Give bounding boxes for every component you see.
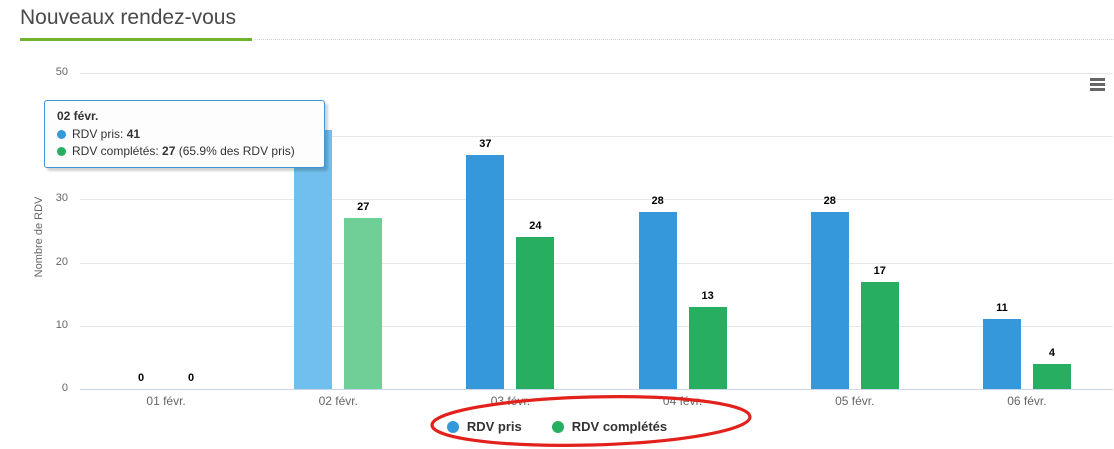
legend-item-rdv-complétés[interactable]: RDV complétés [551, 419, 668, 434]
bar-value-label: 28 [651, 195, 664, 208]
bar-value-label: 0 [188, 372, 195, 384]
bar-value-label: 17 [873, 264, 886, 277]
y-gridline [80, 262, 1113, 264]
bar-rdv-pris-04-févr.[interactable] [638, 212, 677, 389]
y-axis-tick-label: 50 [55, 66, 68, 78]
tooltip-header: 02 févr. [57, 109, 99, 123]
tooltip-row-text: RDV pris: 41 [72, 127, 141, 141]
hamburger-menu-icon [1090, 88, 1105, 91]
hamburger-menu-icon [1090, 78, 1105, 81]
bar-value-label: 0 [138, 372, 145, 384]
chart-legend: RDV pris RDV complétés [0, 419, 1114, 434]
x-axis-tick-label: 02 févr. [318, 394, 358, 408]
x-axis-tick-label: 04 févr. [662, 394, 703, 408]
title-underline [20, 38, 1114, 41]
y-gridline [80, 199, 1113, 201]
legend-label: RDV complétés [571, 419, 668, 434]
chart-tooltip: 02 févr. RDV pris: 41 RDV complétés: 27 (… [44, 100, 325, 168]
legend-marker-icon [551, 420, 564, 433]
tooltip-rows: RDV pris: 41 RDV complétés: 27 (65.9% des… [57, 126, 314, 160]
bar-value-label: 37 [479, 138, 492, 151]
tooltip-series-dot-icon [57, 130, 66, 139]
bar-value-label: 24 [529, 220, 542, 233]
legend-marker-icon [446, 420, 459, 433]
legend-label: RDV pris [466, 419, 522, 434]
y-axis-tick-label: 0 [61, 382, 68, 394]
bar-rdv-complétés-03-févr.[interactable] [516, 237, 555, 389]
x-axis-line [80, 389, 1113, 390]
tooltip-row: RDV complétés: 27 (65.9% des RDV pris) [57, 143, 314, 160]
y-axis-tick-label: 30 [55, 192, 68, 205]
bar-rdv-pris-05-févr.[interactable] [810, 212, 849, 389]
bar-rdv-pris-03-févr.[interactable] [466, 155, 505, 389]
tooltip-row: RDV pris: 41 [57, 126, 314, 143]
x-axis-tick-label: 01 févr. [146, 394, 186, 408]
bar-value-label: 27 [357, 201, 370, 214]
bar-value-label: 28 [823, 195, 836, 208]
bar-value-label: 4 [1048, 346, 1055, 359]
bar-rdv-complétés-02-févr.[interactable] [344, 218, 383, 389]
page-title: Nouveaux rendez-vous [20, 6, 236, 29]
bar-rdv-pris-06-févr.[interactable] [982, 319, 1021, 389]
title-underline-green [20, 38, 252, 41]
bar-rdv-complétés-04-févr.[interactable] [688, 306, 727, 389]
y-axis-tick-label: 10 [55, 318, 68, 331]
title-underline-dotted [255, 39, 1114, 40]
bar-rdv-complétés-05-févr.[interactable] [860, 281, 899, 389]
legend-item-rdv-pris[interactable]: RDV pris [446, 419, 522, 434]
tooltip-row-text: RDV complétés: 27 (65.9% des RDV pris) [72, 144, 295, 158]
bar-rdv-pris-02-févr.[interactable] [294, 129, 333, 389]
tooltip-series-dot-icon [57, 147, 66, 156]
bar-rdv-complétés-06-févr.[interactable] [1032, 363, 1071, 389]
bar-value-label: 13 [701, 289, 714, 302]
chart-context-menu-button[interactable] [1083, 74, 1105, 95]
x-axis-tick-label: 05 févr. [835, 394, 875, 408]
x-axis-tick-label: 06 févr. [1007, 394, 1047, 408]
hamburger-menu-icon [1090, 83, 1105, 86]
y-axis-tick-label: 20 [55, 255, 68, 268]
x-axis-tick-label: 03 févr. [490, 394, 531, 408]
bar-value-label: 11 [996, 302, 1008, 315]
y-gridline [80, 73, 1113, 74]
y-gridline [80, 325, 1113, 327]
y-gridline [80, 136, 1113, 138]
